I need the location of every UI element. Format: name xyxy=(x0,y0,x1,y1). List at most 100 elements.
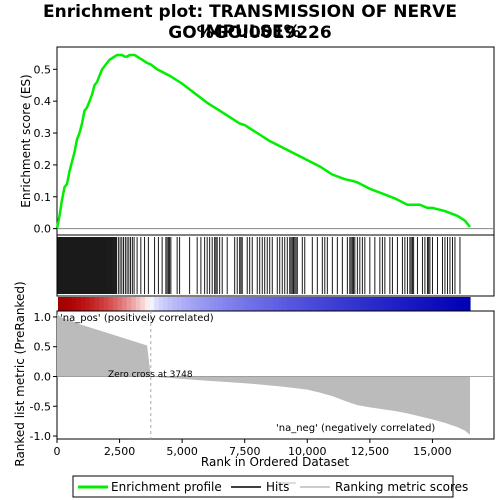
gradient-segment xyxy=(209,297,215,312)
x-tick-label: 0 xyxy=(54,445,61,458)
pos-correlated-label: 'na_pos' (positively correlated) xyxy=(60,313,214,324)
es-y-tick-label: 0.1 xyxy=(34,191,52,204)
gradient-segment xyxy=(314,297,320,312)
gradient-segment xyxy=(332,297,338,312)
x-tick-label: 12,500 xyxy=(351,445,390,458)
es-y-tick-label: 0.0 xyxy=(34,223,52,236)
gradient-segment xyxy=(296,297,302,312)
gradient-segment xyxy=(277,297,283,312)
metric-y-tick-label: 1.0 xyxy=(34,311,52,324)
gradient-segment xyxy=(144,297,151,312)
gradient-segment xyxy=(154,297,160,312)
gradient-segment xyxy=(373,297,380,312)
gradient-segment xyxy=(231,297,238,312)
legend-box xyxy=(72,475,454,498)
ranking-metric-area xyxy=(57,314,470,435)
gradient-segment xyxy=(401,297,407,312)
gradient-segment xyxy=(90,297,96,312)
metric-y-tick-label: -1.0 xyxy=(30,430,51,443)
es-y-tick-label: 0.5 xyxy=(34,63,52,76)
ranked-gradient-bar xyxy=(58,297,471,312)
gradient-segment xyxy=(76,297,82,312)
es-y-tick-label: 0.2 xyxy=(34,159,52,172)
gradient-segment xyxy=(112,297,119,312)
gradient-segment xyxy=(451,297,457,312)
gradient-segment xyxy=(227,297,233,312)
enrichment-profile-line xyxy=(55,53,471,229)
x-tick-label: 7,500 xyxy=(229,445,261,458)
gradient-segment xyxy=(323,297,329,312)
gradient-segment xyxy=(254,297,261,312)
chart-title-line2: GO%GO:0019226 xyxy=(168,23,332,43)
chart-title-line1: Enrichment plot: TRANSMISSION OF NERVE I… xyxy=(43,2,457,42)
gradient-segment xyxy=(140,297,146,312)
gradient-segment xyxy=(346,297,352,312)
gradient-segment xyxy=(309,297,315,312)
gradient-segment xyxy=(241,297,247,312)
gradient-segment xyxy=(135,297,141,312)
gradient-segment xyxy=(396,297,402,312)
es-y-tick-label: 0.4 xyxy=(34,95,52,108)
gradient-segment xyxy=(350,297,357,312)
gradient-segment xyxy=(305,297,311,312)
gradient-segment xyxy=(424,297,430,312)
gradient-segment xyxy=(158,297,164,312)
es-panel-frame xyxy=(56,46,495,236)
gradient-segment xyxy=(213,297,219,312)
gradient-segment xyxy=(300,297,306,312)
gradient-segment xyxy=(99,297,105,312)
gradient-segment xyxy=(442,297,448,312)
gradient-segment xyxy=(172,297,178,312)
gradient-segment xyxy=(369,297,375,312)
metric-y-tick-label: 0.0 xyxy=(34,370,52,383)
gradient-segment xyxy=(360,297,366,312)
gradient-segment xyxy=(195,297,201,312)
gradient-segment xyxy=(428,297,434,312)
x-axis-label: Rank in Ordered Dataset xyxy=(201,455,349,469)
gradient-segment xyxy=(456,297,462,312)
gradient-segment xyxy=(341,297,347,312)
gradient-segment xyxy=(282,297,288,312)
legend-label-metric: Ranking metric scores xyxy=(335,480,468,494)
gradient-segment xyxy=(405,297,412,312)
gradient-segment xyxy=(177,297,183,312)
gradient-segment xyxy=(222,297,228,312)
gradient-segment xyxy=(259,297,265,312)
gradient-segment xyxy=(186,297,192,312)
gradient-segment xyxy=(131,297,137,312)
gradient-segment xyxy=(67,297,73,312)
gradient-segment xyxy=(181,297,187,312)
gradient-segment xyxy=(433,297,439,312)
neg-correlated-label: 'na_neg' (negatively correlated) xyxy=(276,423,435,434)
gradient-segment xyxy=(410,297,416,312)
gradient-segment xyxy=(250,297,256,312)
gradient-segment xyxy=(437,297,444,312)
gradient-segment xyxy=(268,297,274,312)
gradient-segment xyxy=(378,297,384,312)
gradient-segment xyxy=(273,297,279,312)
gradient-segment xyxy=(204,297,210,312)
gradient-segment xyxy=(328,297,334,312)
metric-y-tick-label: 0.5 xyxy=(34,341,52,354)
gradient-segment xyxy=(355,297,361,312)
gradient-segment xyxy=(62,297,68,312)
legend-label-hits: Hits xyxy=(266,480,289,494)
x-tick-label: 5,000 xyxy=(166,445,198,458)
gradient-segment xyxy=(337,297,343,312)
gradient-segment xyxy=(392,297,398,312)
gradient-segment xyxy=(364,297,370,312)
gradient-segment xyxy=(190,297,196,312)
gradient-segment xyxy=(122,297,128,312)
metric-y-tick-label: -0.5 xyxy=(30,400,51,413)
gradient-segment xyxy=(415,297,421,312)
gradient-segment xyxy=(58,297,64,312)
gradient-segment xyxy=(126,297,132,312)
gradient-segment xyxy=(447,297,453,312)
gradient-segment xyxy=(199,297,206,312)
gradient-segment xyxy=(387,297,393,312)
gradient-segment xyxy=(149,297,155,312)
es-y-axis-label: Enrichment score (ES) xyxy=(19,74,33,207)
gradient-segment xyxy=(419,297,425,312)
gradient-segment xyxy=(103,297,109,312)
